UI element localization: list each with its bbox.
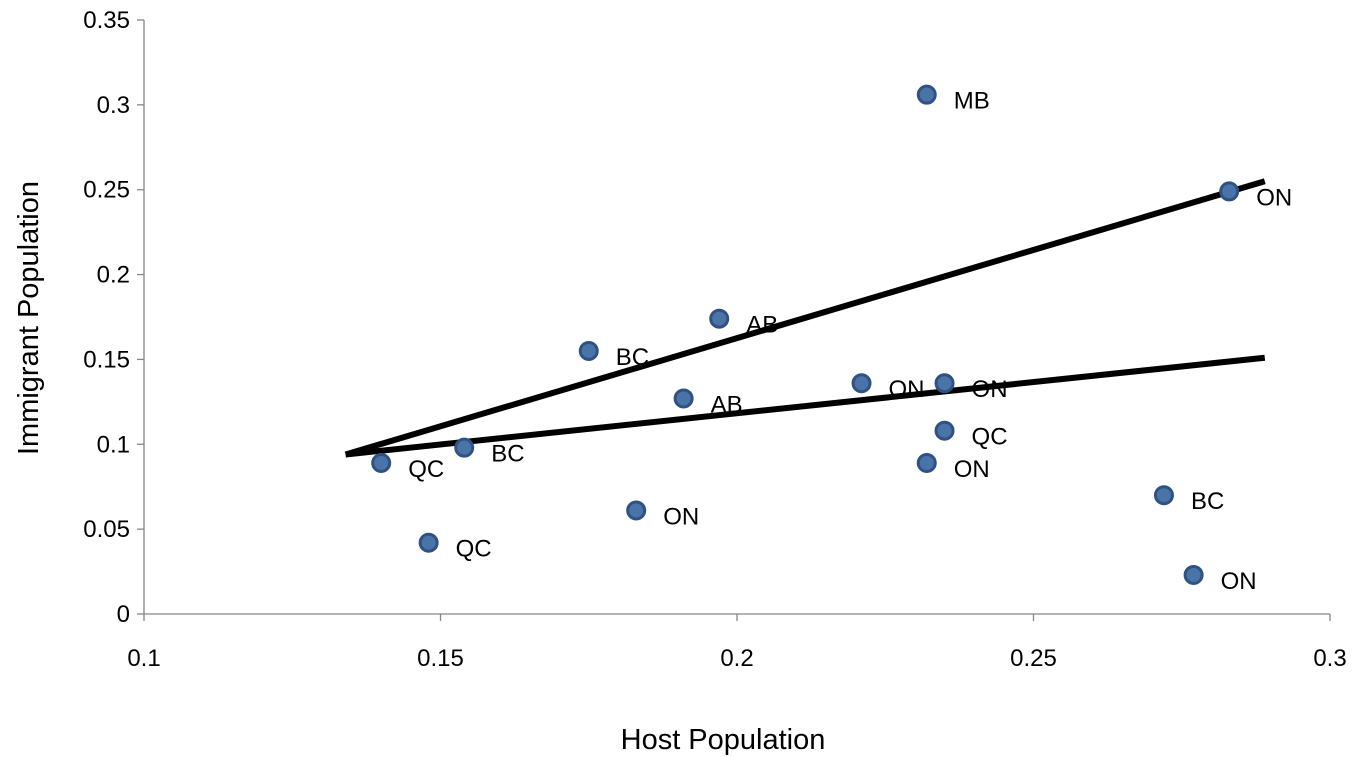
x-tick-label: 0.3 <box>1313 645 1346 672</box>
data-label: ON <box>972 376 1008 403</box>
data-point <box>1219 181 1240 202</box>
data-point <box>418 532 439 553</box>
data-point <box>934 420 955 441</box>
y-axis-title: Immigrant Population <box>13 181 45 455</box>
data-point <box>916 84 937 105</box>
data-point <box>934 373 955 394</box>
data-point <box>578 340 599 361</box>
y-tick-label: 0.05 <box>83 516 130 543</box>
data-label: ON <box>1256 184 1292 211</box>
data-label: BC <box>491 441 524 468</box>
data-point <box>1183 564 1204 585</box>
data-label: ON <box>954 456 990 483</box>
data-point <box>916 452 937 473</box>
y-tick-label: 0 <box>117 601 130 628</box>
data-label: AB <box>746 312 778 339</box>
axes: 0 0.05 0.1 0.15 0.2 0.25 0.3 0.35 0.1 0.15 0.2 0.25… <box>83 7 1346 672</box>
data-label: BC <box>616 344 649 371</box>
data-point <box>851 373 872 394</box>
data-point <box>454 437 475 458</box>
data-point <box>673 388 694 409</box>
x-tick-label: 0.2 <box>720 645 753 672</box>
x-tick-label: 0.1 <box>127 645 160 672</box>
data-label: MB <box>954 88 990 115</box>
x-axis-title: Host Population <box>621 724 826 756</box>
trend-lines <box>344 178 1266 458</box>
data-point <box>626 500 647 521</box>
x-tick-label: 0.15 <box>417 645 464 672</box>
data-label: ON <box>663 503 699 530</box>
data-point <box>709 308 730 329</box>
y-tick-label: 0.3 <box>97 92 130 119</box>
data-label: ON <box>1221 568 1257 595</box>
y-tick-label: 0.2 <box>97 262 130 289</box>
data-label: AB <box>711 391 743 418</box>
trend-line <box>344 178 1266 458</box>
y-tick-label: 0.1 <box>97 431 130 458</box>
data-label: ON <box>889 376 925 403</box>
data-label: QC <box>408 456 444 483</box>
data-label: QC <box>972 424 1008 451</box>
data-points <box>371 84 1240 585</box>
data-point <box>371 452 392 473</box>
trend-line <box>345 354 1266 458</box>
data-label: BC <box>1191 488 1224 515</box>
y-tick-label: 0.35 <box>83 7 130 34</box>
point-labels: MB ON AB BC AB ON ON QC ON BC QC QC ON BC ON <box>408 88 1292 595</box>
data-point <box>1153 485 1174 506</box>
x-tick-label: 0.25 <box>1010 645 1057 672</box>
data-label: QC <box>456 536 492 563</box>
y-tick-label: 0.15 <box>83 346 130 373</box>
y-tick-label: 0.25 <box>83 177 130 204</box>
